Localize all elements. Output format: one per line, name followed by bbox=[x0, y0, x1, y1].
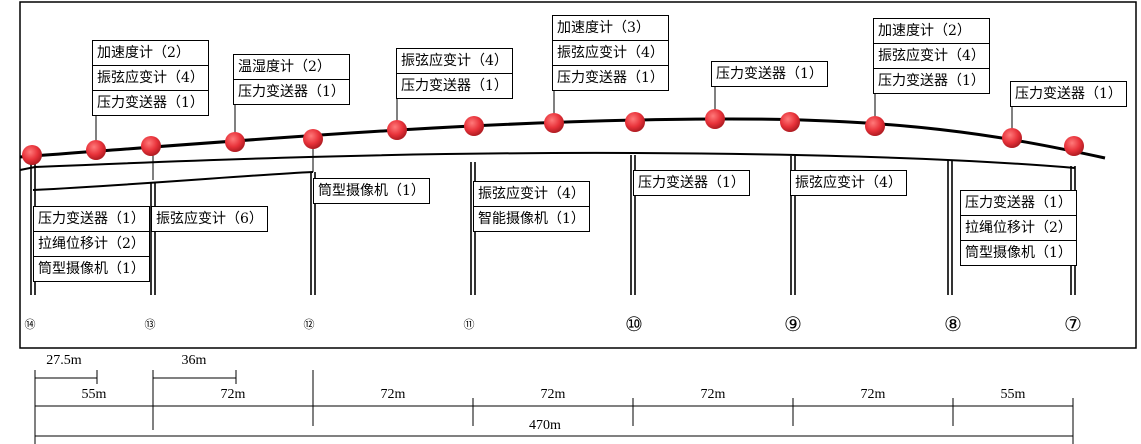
sensor-label: 振弦应变计（4） bbox=[478, 186, 585, 202]
sensor-label: 振弦应变计（4） bbox=[553, 40, 668, 65]
sensor-point bbox=[86, 140, 106, 160]
sensor-point bbox=[387, 120, 407, 140]
sensor-label: 压力变送器（1） bbox=[93, 90, 208, 115]
sensor-label: 压力变送器（1） bbox=[716, 66, 823, 82]
top-sensor-box: 加速度计（2） 振弦应变计（4） 压力变送器（1） bbox=[92, 40, 209, 116]
sensor-point bbox=[865, 116, 885, 136]
span-label: 55m bbox=[81, 387, 107, 402]
bottom-sensor-box: 压力变送器（1） 拉绳位移计（2） 筒型摄像机（1） bbox=[960, 190, 1077, 266]
sensor-label: 智能摄像机（1） bbox=[474, 206, 589, 231]
bottom-sensor-box: 振弦应变计（4） bbox=[790, 170, 907, 196]
span-label: 72m bbox=[700, 387, 726, 402]
bottom-sensor-box: 压力变送器（1） bbox=[633, 170, 750, 196]
sensor-points bbox=[22, 109, 1084, 165]
pier-number: ⑪ bbox=[463, 318, 475, 331]
sensor-label: 振弦应变计（4） bbox=[874, 43, 989, 68]
sensor-label: 压力变送器（1） bbox=[638, 175, 745, 191]
sensor-label: 压力变送器（1） bbox=[553, 65, 668, 90]
pier-number: ⑬ bbox=[144, 318, 156, 331]
sensor-point bbox=[225, 132, 245, 152]
bottom-sensor-box: 振弦应变计（4） 智能摄像机（1） bbox=[473, 181, 590, 232]
sensor-label: 拉绳位移计（2） bbox=[961, 215, 1076, 240]
sensor-label: 压力变送器（1） bbox=[397, 73, 512, 98]
dimension-label: 27.5m bbox=[46, 353, 82, 368]
top-sensor-box: 压力变送器（1） bbox=[711, 61, 828, 87]
total-length-label: 470m bbox=[529, 418, 561, 433]
sensor-label: 振弦应变计（6） bbox=[156, 211, 263, 227]
sensor-label: 振弦应变计（4） bbox=[795, 175, 902, 191]
top-sensor-box: 加速度计（3） 振弦应变计（4） 压力变送器（1） bbox=[552, 15, 669, 91]
span-label: 55m bbox=[1000, 387, 1026, 402]
span-label: 72m bbox=[220, 387, 246, 402]
span-label: 72m bbox=[380, 387, 406, 402]
span-label: 72m bbox=[860, 387, 886, 402]
deck-top-line bbox=[19, 117, 1106, 160]
frame bbox=[19, 1, 1137, 349]
sensor-label: 加速度计（2） bbox=[878, 23, 971, 39]
sensor-point bbox=[303, 129, 323, 149]
pier-number: ⑧ bbox=[944, 312, 962, 336]
sensor-point bbox=[1002, 128, 1022, 148]
top-sensor-box: 压力变送器（1） bbox=[1010, 81, 1127, 107]
top-sensor-box: 振弦应变计（4） 压力变送器（1） bbox=[396, 48, 513, 99]
pier-number: ⑦ bbox=[1064, 312, 1082, 336]
sensor-label: 压力变送器（1） bbox=[38, 211, 145, 227]
bottom-sensor-box: 振弦应变计（6） bbox=[151, 206, 268, 232]
bottom-sensor-box: 筒型摄像机（1） bbox=[313, 178, 430, 204]
sensor-point bbox=[464, 116, 484, 136]
sensor-point bbox=[141, 136, 161, 156]
sensor-point bbox=[705, 109, 725, 129]
pier-number: ⑩ bbox=[625, 312, 643, 336]
sensor-label: 压力变送器（1） bbox=[965, 195, 1072, 211]
sensor-point bbox=[1064, 136, 1084, 156]
sensor-label: 加速度计（3） bbox=[557, 20, 650, 36]
sensor-label: 压力变送器（1） bbox=[874, 68, 989, 93]
sensor-label: 筒型摄像机（1） bbox=[961, 240, 1076, 265]
sensor-label: 振弦应变计（4） bbox=[93, 65, 208, 90]
sensor-label: 振弦应变计（4） bbox=[401, 53, 508, 69]
pier-number: ⑨ bbox=[784, 312, 802, 336]
dimension-label: 36m bbox=[181, 353, 207, 368]
sensor-label: 加速度计（2） bbox=[97, 45, 190, 61]
deck-bottom-line bbox=[19, 151, 1076, 171]
sensor-point bbox=[625, 112, 645, 132]
sensor-point bbox=[22, 145, 42, 165]
sensor-label: 温湿度计（2） bbox=[238, 59, 331, 75]
sensor-point bbox=[780, 112, 800, 132]
span-label: 72m bbox=[540, 387, 566, 402]
girder-line bbox=[32, 171, 314, 191]
bottom-sensor-box: 压力变送器（1） 拉绳位移计（2） 筒型摄像机（1） bbox=[33, 206, 150, 282]
sensor-label: 拉绳位移计（2） bbox=[34, 231, 149, 256]
dimension-lines bbox=[34, 370, 1074, 444]
sensor-label: 压力变送器（1） bbox=[1015, 86, 1122, 102]
pier-number: ⑭ bbox=[24, 318, 36, 331]
top-sensor-box: 温湿度计（2） 压力变送器（1） bbox=[233, 54, 350, 105]
pier-number: ⑫ bbox=[303, 318, 315, 331]
sensor-label: 筒型摄像机（1） bbox=[318, 183, 425, 199]
top-sensor-box: 加速度计（2） 振弦应变计（4） 压力变送器（1） bbox=[873, 18, 990, 94]
sensor-label: 筒型摄像机（1） bbox=[34, 256, 149, 281]
sensor-label: 压力变送器（1） bbox=[234, 79, 349, 104]
sensor-point bbox=[544, 113, 564, 133]
